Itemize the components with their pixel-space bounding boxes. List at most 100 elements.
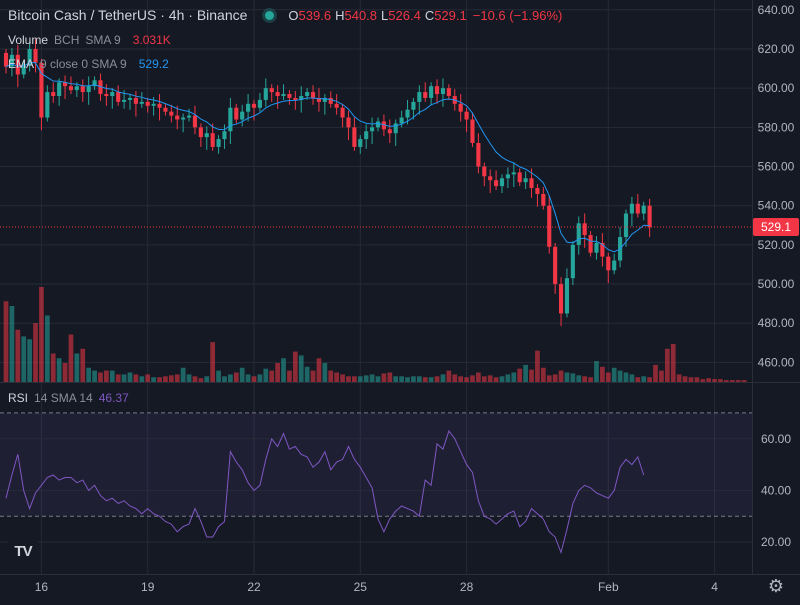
candle-body [192,115,198,128]
volume-bar [523,364,528,382]
volume-bar [39,287,44,382]
candle-body [293,97,298,100]
candle-body [328,97,333,104]
candle-body [151,103,156,106]
volume-bar [446,370,452,382]
rsi-band-fill [0,412,752,517]
volume-bar [15,329,21,382]
volume-bar [56,358,62,382]
candle-body [423,92,428,98]
volume-sma: SMA 9 [85,33,121,47]
volume-bar [139,376,145,382]
volume-bar [298,355,304,382]
volume-bar [352,376,357,382]
candle-body [600,242,605,257]
candle-body [110,92,115,96]
gear-icon[interactable]: ⚙ [767,575,785,596]
volume-bar [452,374,458,382]
time-tick-label: 19 [141,580,155,594]
volume-label: Volume [8,33,49,47]
ema-label: EMA [8,57,35,71]
volume-bar [222,376,227,382]
volume-bar [340,374,345,382]
candle-body [399,117,404,124]
volume-bar [357,376,363,382]
volume-bar [659,370,664,382]
volume-bar [729,380,735,382]
candle-body [417,92,422,102]
volume-bar [629,374,635,382]
symbol-title[interactable]: Bitcoin Cash / TetherUS · 4h · Binance [8,7,248,23]
candle-body [517,172,522,183]
volume-bar [476,372,481,382]
candle-body [263,88,268,100]
volume-bar [724,380,729,382]
price-tick-label: 460.00 [758,355,795,369]
candle-body [564,278,570,314]
last-price-label: 529.1 [761,220,791,234]
candle-body [535,188,540,194]
volume-bar [245,374,251,382]
candle-body [647,205,652,228]
volume-bar [210,342,216,382]
volume-legend[interactable]: Volume BCH SMA 9 3.031K [8,33,171,47]
volume-bar [269,370,275,382]
rsi-value: 46.37 [98,391,129,405]
ema-line [5,62,650,253]
volume-bar [718,379,723,382]
volume-bar [564,372,570,382]
time-tick-label: 28 [460,580,474,594]
rsi-tick-label: 60.00 [761,432,791,446]
volume-bar [74,353,80,382]
volume-bar [275,363,280,382]
volume-bar [115,374,121,382]
volume-bar [33,323,38,382]
candle-body [181,117,186,120]
volume-bar [670,344,676,382]
volume-bar [635,377,641,382]
candle-body [299,95,304,100]
candle-body [570,244,575,279]
candle-body [606,256,611,271]
candle-body [370,127,375,132]
ema-legend[interactable]: EMA 9 close 0 SMA 9 529.2 [8,57,169,71]
candle-body [488,176,493,181]
rsi-legend[interactable]: RSI 14 SMA 14 46.37 [8,391,129,405]
ohlc-low-key: L [381,7,389,23]
candle-body [358,139,363,147]
volume-bar [505,374,511,382]
candle-body [186,115,192,118]
candle-body [74,86,79,91]
candle-body [393,123,398,134]
volume-bar [151,377,156,382]
ohlc-close-value: 529.1 [434,7,467,23]
volume-bar [552,374,558,382]
candle-body [228,107,233,132]
volume-bar [316,358,322,382]
volume-bar [499,376,505,382]
volume-bar [529,369,534,382]
volume-bar [174,374,180,382]
ohlc-open-key: O [288,7,299,23]
volume-bar [233,372,239,382]
candle-body [251,103,257,108]
candle-body [387,129,392,134]
candle-body [246,103,251,112]
time-tick-label: Feb [598,580,619,594]
volume-bar [611,367,617,382]
candle-body [234,107,239,120]
candle-body [240,111,245,120]
candle-body [27,48,32,65]
candle-body [68,86,74,91]
volume-bar [647,377,652,382]
candle-body [470,119,475,144]
volume-bar [422,377,428,382]
candle-body [62,82,68,87]
tradingview-logo-icon[interactable]: TV [8,538,38,564]
candle-body [511,172,516,175]
candle-body [576,223,581,245]
candle-body [594,242,599,253]
volume-bar [239,367,245,382]
